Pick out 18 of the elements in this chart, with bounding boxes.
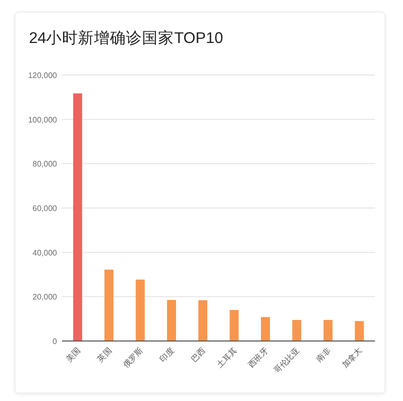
x-tick-label: 俄罗斯: [121, 346, 145, 370]
x-tick-label: 西班牙: [246, 346, 270, 370]
y-tick-label: 80,000: [32, 160, 58, 169]
y-tick-label: 0: [52, 337, 58, 346]
x-tick-label: 哥伦比亚: [272, 346, 302, 376]
x-tick-label: 巴西: [190, 346, 208, 364]
x-tick-label: 英国: [96, 346, 114, 364]
y-tick-label: 20,000: [32, 292, 58, 302]
title: 24小时新增确诊国家TOP10: [29, 30, 224, 47]
x-tick-label: 土耳其: [215, 346, 239, 370]
y-tick-label: 120,000: [28, 71, 58, 80]
x-tick-label: 南非: [314, 346, 332, 364]
x-tick-label: 印度: [158, 346, 176, 364]
x-tick-label: 美国: [64, 346, 82, 364]
x-tick-label: 加拿大: [340, 346, 364, 370]
y-tick-label: 40,000: [32, 248, 58, 258]
y-tick-label: 60,000: [32, 204, 58, 213]
y-tick-label: 100,000: [28, 115, 58, 124]
